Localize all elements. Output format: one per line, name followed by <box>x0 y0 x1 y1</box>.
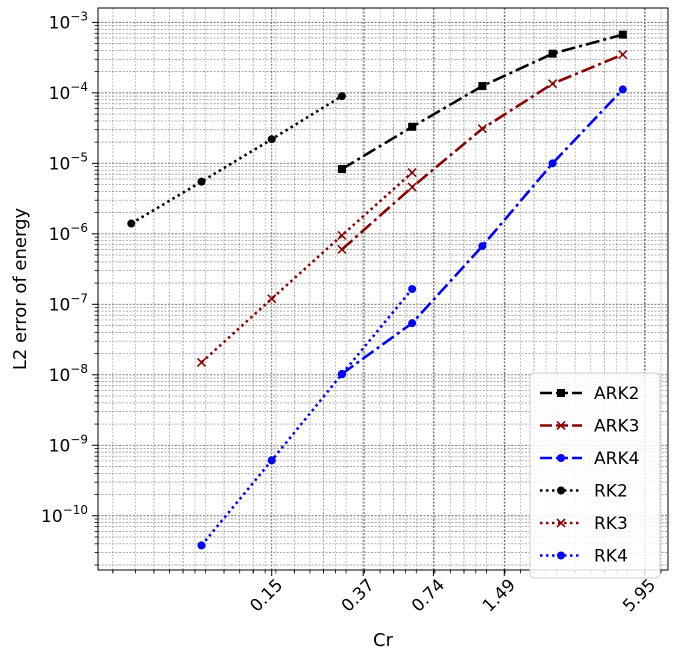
legend-marker-rk2 <box>557 486 565 495</box>
data-point-ark3 <box>618 49 628 60</box>
y-tick-label: 10−8 <box>49 362 88 386</box>
data-point-ark3 <box>477 124 487 134</box>
data-point-rk3 <box>267 294 277 304</box>
data-point-ark3 <box>337 244 347 255</box>
legend-marker-ark4 <box>557 454 565 462</box>
data-point-rk4 <box>337 370 346 379</box>
series-line-ark4 <box>341 88 624 375</box>
x-marker-stroke <box>407 168 417 178</box>
legend-entry-ark2: ARK2 <box>540 384 639 404</box>
series-rk4 <box>197 284 417 550</box>
legend-label-rk4: RK4 <box>594 547 628 567</box>
series-rk3 <box>196 168 417 367</box>
legend-label-ark3: ARK3 <box>594 417 639 437</box>
data-point-ark2 <box>478 82 487 91</box>
legend-marker-ark2 <box>557 389 565 397</box>
legend-entry-ark3: ARK3 <box>540 417 639 437</box>
legend-label-rk2: RK2 <box>594 482 628 502</box>
x-tick-label: 0.74 <box>408 575 449 616</box>
data-point-rk4 <box>197 541 206 550</box>
data-point-ark3 <box>407 182 417 192</box>
x-tick-label: 0.37 <box>338 575 379 616</box>
data-point-ark3 <box>548 79 558 89</box>
legend-marker-ark3 <box>556 420 566 431</box>
x-marker-stroke <box>196 357 207 367</box>
y-tick-label: 10−9 <box>49 432 88 456</box>
legend-entry-rk3: RK3 <box>540 514 628 534</box>
legend-label-rk3: RK3 <box>594 514 628 534</box>
series-ark3 <box>337 49 628 255</box>
y-tick-label: 10−5 <box>49 150 88 174</box>
legend-entry-rk4: RK4 <box>540 547 628 567</box>
x-tick-label: 0.15 <box>246 575 287 616</box>
legend-marker-rk4 <box>557 551 565 560</box>
series-rk2 <box>127 92 346 228</box>
grid <box>98 8 668 570</box>
series-line-rk3 <box>200 171 414 364</box>
x-marker-stroke <box>407 182 417 192</box>
y-tick-label: 10−4 <box>49 80 88 104</box>
series-ark4 <box>337 85 627 378</box>
x-axis-label: Cr <box>373 630 394 650</box>
data-point-ark2 <box>618 30 627 39</box>
x-marker-stroke <box>556 420 566 431</box>
legend-marker-rk3 <box>556 518 566 528</box>
x-marker-stroke <box>548 79 558 89</box>
series-line-rk2 <box>130 94 343 225</box>
x-marker-stroke <box>618 49 628 60</box>
y-tick-label: 10−3 <box>49 9 88 33</box>
legend-label-ark2: ARK2 <box>594 384 639 404</box>
data-point-rk4 <box>408 284 417 293</box>
x-tick-label: 5.95 <box>619 575 660 616</box>
data-point-rk3 <box>337 230 347 240</box>
series-ark2 <box>337 30 627 174</box>
data-point-ark4 <box>618 85 627 94</box>
legend-entry-ark4: ARK4 <box>540 449 639 469</box>
data-point-rk4 <box>267 456 276 465</box>
x-marker-stroke <box>337 244 347 255</box>
legend-entry-rk2: RK2 <box>540 482 628 502</box>
data-point-rk2 <box>197 177 206 186</box>
legend-label-ark4: ARK4 <box>594 449 639 469</box>
y-tick-label: 10−10 <box>41 503 88 527</box>
y-tick-label: 10−6 <box>49 221 88 245</box>
data-point-ark2 <box>337 165 346 174</box>
plot-series <box>127 30 628 550</box>
data-point-ark4 <box>478 242 487 251</box>
x-marker-stroke <box>556 518 566 528</box>
x-tick-label: 1.49 <box>479 575 520 616</box>
series-line-rk4 <box>200 288 414 547</box>
x-marker-stroke <box>337 230 347 240</box>
data-point-ark2 <box>408 122 417 131</box>
data-point-rk2 <box>127 219 136 228</box>
series-line-ark2 <box>341 33 624 171</box>
plot-frame <box>97 7 669 571</box>
legend: ARK2 ARK3 ARK4 RK2 RK3 RK4 <box>529 372 661 579</box>
y-tick-label: 10−7 <box>49 291 88 315</box>
data-point-ark4 <box>548 159 557 168</box>
data-point-rk2 <box>337 92 346 101</box>
data-point-ark4 <box>408 319 417 328</box>
data-point-rk3 <box>407 168 417 178</box>
data-point-rk3 <box>196 357 207 367</box>
data-point-ark2 <box>548 49 557 58</box>
x-marker-stroke <box>267 294 277 304</box>
y-axis-label: L2 error of energy <box>10 208 31 371</box>
x-marker-stroke <box>477 124 487 134</box>
data-point-rk2 <box>267 135 276 144</box>
